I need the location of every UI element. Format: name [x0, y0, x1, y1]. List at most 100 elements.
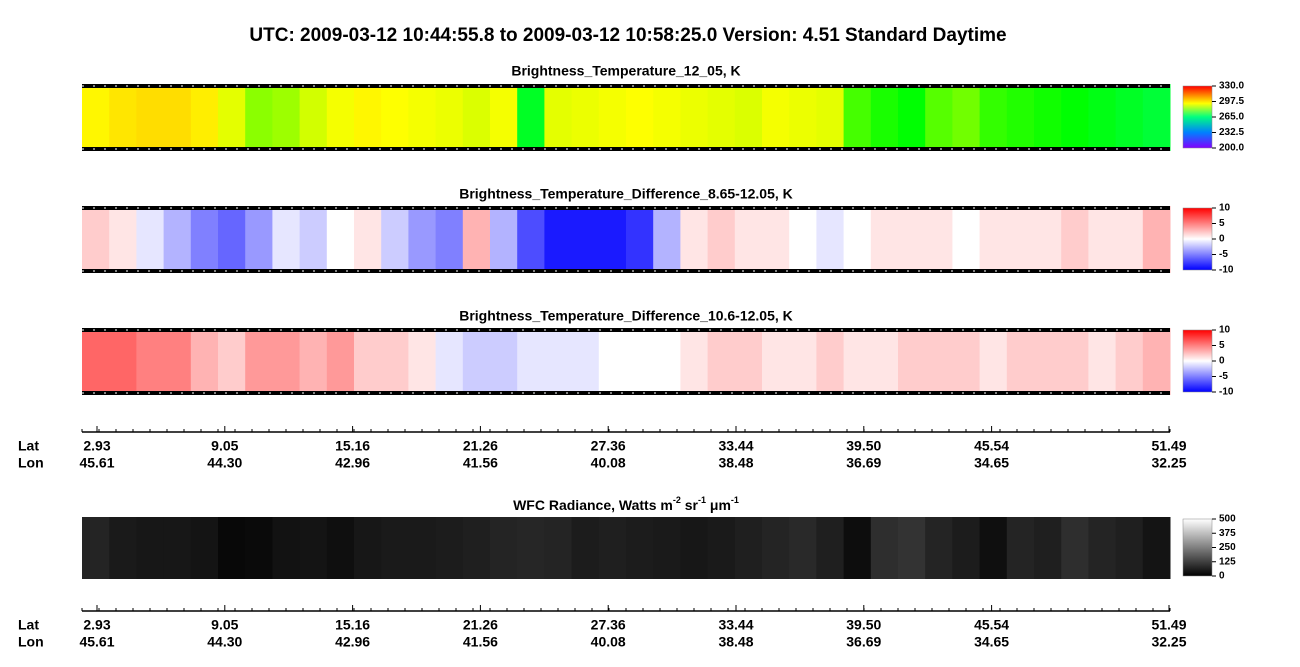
heatmap-cell	[218, 206, 246, 273]
colorbar	[1182, 329, 1213, 393]
x-tick-label: 33.44	[718, 438, 753, 454]
x-tick-label: 42.96	[335, 634, 370, 650]
x-tick-label: 2.93	[83, 617, 110, 633]
title-part: -2	[673, 495, 681, 505]
x-tick-label: 2.93	[83, 438, 110, 454]
heatmap-cell	[326, 517, 355, 579]
heatmap-cell	[245, 206, 273, 273]
heatmap-cell	[136, 517, 165, 579]
heatmap-cell	[245, 328, 273, 395]
colorbar-tick-label: -10	[1219, 265, 1234, 276]
colorbar-tick-label: 500	[1219, 514, 1236, 525]
heatmap-cell	[354, 328, 382, 395]
heatmap-cell	[381, 206, 409, 273]
panel-title: WFC Radiance, Watts m-2 sr-1 μm-1	[513, 495, 739, 512]
x-row-label: Lon	[18, 455, 44, 471]
x-tick-label: 44.30	[207, 455, 242, 471]
heatmap-cell	[435, 328, 464, 395]
colorbar-tick-label: 250	[1219, 542, 1236, 553]
heatmap-cell	[952, 517, 981, 579]
heatmap-cell	[979, 328, 1008, 395]
title-part: μm	[706, 497, 731, 513]
colorbar-tick-label: 0	[1219, 356, 1225, 367]
heatmap-cell	[354, 206, 382, 273]
x-tick-label: 21.26	[463, 438, 498, 454]
heatmap-cell	[1006, 206, 1035, 273]
heatmap-cell	[299, 517, 328, 579]
heatmap-cell	[163, 84, 192, 151]
title-part: -1	[698, 495, 706, 505]
heatmap-cell	[408, 328, 437, 395]
heatmap-cell	[789, 84, 817, 151]
heatmap-cell	[544, 328, 573, 395]
colorbar-tick-label: 0	[1219, 234, 1225, 245]
x-tick-label: 27.36	[591, 617, 626, 633]
heatmap-cell	[680, 206, 709, 273]
heatmap-cell	[680, 84, 709, 151]
heatmap-cell	[190, 84, 219, 151]
heatmap-cell	[136, 84, 165, 151]
title-part: sr	[681, 497, 699, 513]
heatmap-cell	[1142, 328, 1171, 395]
x-tick-label: 40.08	[591, 634, 626, 650]
heatmap-cell	[680, 328, 709, 395]
heatmap-cell	[843, 84, 872, 151]
x-tick-label: 41.56	[463, 634, 498, 650]
x-tick-label: 32.25	[1151, 634, 1186, 650]
title-part: WFC Radiance, Watts m	[513, 497, 673, 513]
colorbar-tick-label: 10	[1219, 325, 1231, 336]
heatmap-cell	[381, 517, 409, 579]
heatmap-cell	[272, 206, 301, 273]
heatmap-cell	[816, 517, 845, 579]
heatmap-cell	[870, 84, 899, 151]
heatmap-cell	[925, 328, 953, 395]
heatmap-cell	[870, 328, 899, 395]
colorbar-tick-label: -5	[1219, 249, 1228, 260]
x-tick-label: 9.05	[211, 438, 238, 454]
heatmap-cell	[544, 84, 573, 151]
colorbar-tick-label: 265.0	[1219, 112, 1244, 123]
heatmap-cell	[979, 206, 1008, 273]
heatmap-cell	[789, 328, 817, 395]
heatmap-cell	[707, 517, 736, 579]
x-tick-label: 45.61	[79, 634, 114, 650]
heatmap-cell	[952, 206, 981, 273]
heatmap-cell	[354, 517, 382, 579]
heatmap-cell	[598, 84, 627, 151]
heatmap-cell	[517, 517, 545, 579]
heatmap-cell	[571, 517, 600, 579]
heatmap-cell	[136, 328, 165, 395]
x-tick-label: 39.50	[846, 438, 881, 454]
colorbar	[1182, 85, 1213, 149]
scan-border	[82, 391, 1170, 395]
heatmap-cell	[299, 328, 328, 395]
x-tick-label: 36.69	[846, 634, 881, 650]
heatmap-cell	[1115, 328, 1144, 395]
heatmap-cell	[163, 328, 192, 395]
x-tick-label: 51.49	[1151, 617, 1186, 633]
heatmap-cell	[163, 206, 192, 273]
heatmap-cell	[626, 328, 654, 395]
x-tick-label: 33.44	[718, 617, 753, 633]
heatmap-cell	[870, 206, 899, 273]
heatmap-cell	[109, 206, 137, 273]
heatmap-cell	[1061, 206, 1089, 273]
heatmap-cell	[299, 206, 328, 273]
heatmap-cell	[653, 84, 681, 151]
heatmap-cell	[136, 206, 165, 273]
heatmap-cell	[381, 328, 409, 395]
heatmap-cell	[517, 328, 545, 395]
colorbar-tick-label: 200.0	[1219, 143, 1244, 154]
heatmap-cell	[82, 517, 110, 579]
colorbar-tick-label: 330.0	[1219, 81, 1244, 92]
heatmap-cell	[517, 84, 545, 151]
x-tick-label: 34.65	[974, 634, 1009, 650]
heatmap-cell	[490, 206, 518, 273]
heatmap-cell	[1061, 328, 1089, 395]
scan-border	[82, 206, 1170, 210]
heatmap-cell	[1115, 517, 1144, 579]
heatmap-cell	[571, 84, 600, 151]
colorbar	[1182, 518, 1213, 577]
x-tick-label: 38.48	[718, 455, 753, 471]
